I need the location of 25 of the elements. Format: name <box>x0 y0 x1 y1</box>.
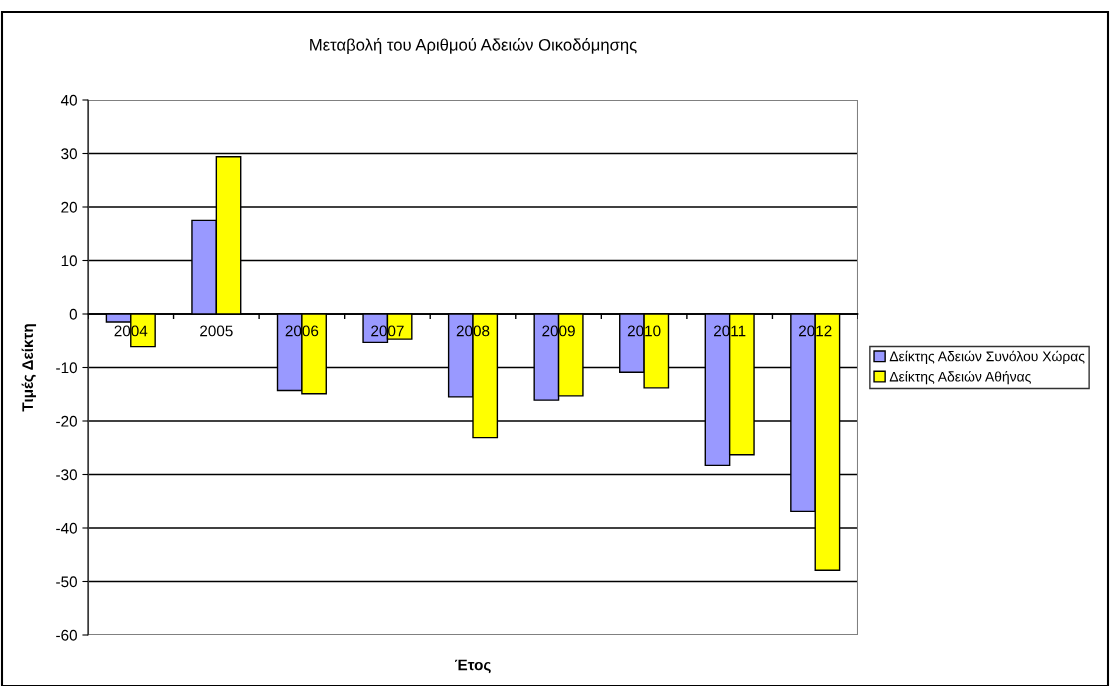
x-tick-label: 2010 <box>627 325 661 337</box>
y-tick-label: -50 <box>56 576 77 588</box>
y-axis-title: Τιμές Δείκτη <box>21 324 37 412</box>
y-tick-label: 30 <box>61 148 77 160</box>
y-tick-label: -30 <box>56 469 77 481</box>
y-tick-label: 40 <box>60 94 77 106</box>
y-tick-label: -10 <box>56 362 77 374</box>
x-tick-label: 2009 <box>542 325 575 337</box>
x-tick-label: 2006 <box>285 325 319 337</box>
x-tick-label: 2012 <box>799 325 832 337</box>
y-tick-label: -60 <box>56 629 77 641</box>
x-tick-label: 2011 <box>714 325 746 337</box>
x-tick-label: 2005 <box>200 325 233 337</box>
x-tick-label: 2004 <box>114 325 148 337</box>
legend-label: Δείκτης Αδειών Αθήνας <box>889 370 1031 385</box>
chart-title: Μεταβολή του Αριθμού Αδειών Οικοδόμησης <box>310 37 637 55</box>
y-tick-label: -40 <box>56 522 77 534</box>
x-tick-label: 2007 <box>371 325 404 337</box>
y-tick-label: -20 <box>56 415 77 427</box>
x-tick-label: 2008 <box>456 325 490 337</box>
legend-label: Δείκτης Αδειών Συνόλου Χώρας <box>889 350 1085 365</box>
y-tick-label: 20 <box>61 201 77 213</box>
x-axis-title: Έτος <box>455 659 491 674</box>
y-tick-label: 0 <box>69 308 77 320</box>
y-tick-label: 10 <box>61 255 77 267</box>
